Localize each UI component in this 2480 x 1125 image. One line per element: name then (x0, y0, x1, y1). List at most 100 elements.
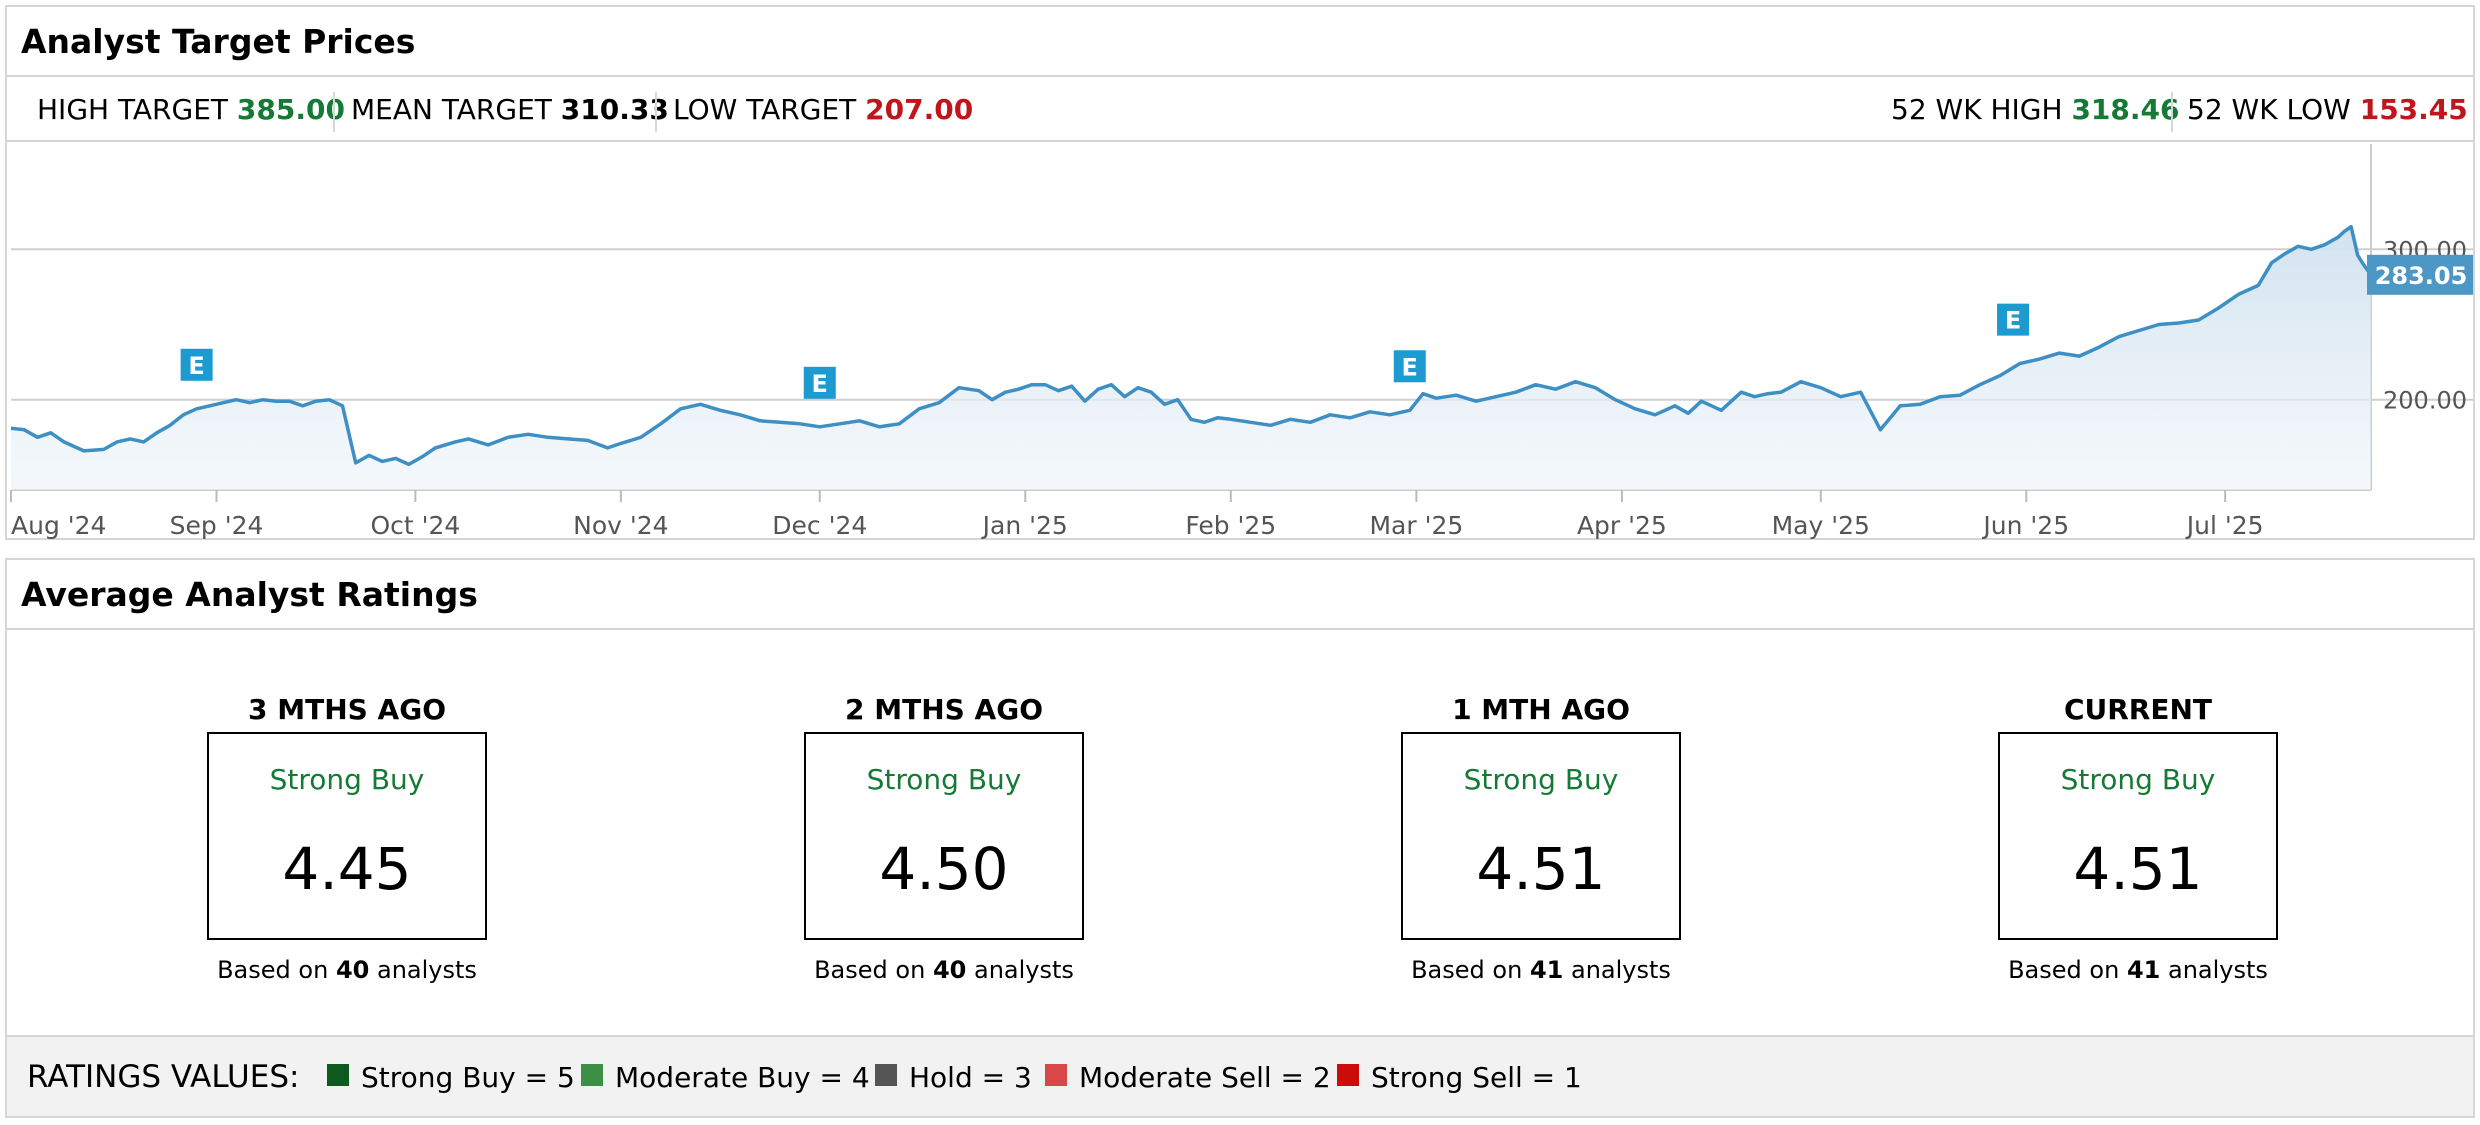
analyst-count-suffix: analysts (376, 956, 477, 984)
legend-item-hold: Hold = 3 (875, 1037, 1032, 1118)
mean-target-label: MEAN TARGET (351, 93, 552, 126)
price-chart[interactable]: E E E E Aug '24 Sep '24 Oct '24 Nov '24 Dec '24… (7, 144, 2473, 540)
low-target-label: LOW TARGET (673, 93, 857, 126)
rating-label: Strong Buy (269, 763, 425, 796)
analyst-count-note: Based on 41 analysts (1998, 952, 2278, 988)
legend-item-strong-sell: Strong Sell = 1 (1337, 1037, 1582, 1118)
rating-period-heading: 2 MTHS AGO (845, 693, 1043, 726)
analyst-count-prefix: Based on (217, 956, 329, 984)
low-target-value: 207.00 (865, 93, 974, 126)
wk52-low-value: 153.45 (2359, 93, 2468, 126)
price-area (11, 226, 2371, 490)
rating-score: 4.45 (282, 835, 412, 903)
panel-title: Analyst Target Prices (7, 7, 2473, 77)
legend-item-strong-buy: Strong Buy = 5 (327, 1037, 575, 1118)
analyst-count: 40 (335, 956, 370, 984)
current-price-label: 283.05 (2375, 262, 2468, 290)
x-tick-label: May '25 (1772, 511, 1870, 540)
legend-label: Strong Sell = 1 (1371, 1061, 1582, 1094)
y-tick-label: 200.00 (2383, 387, 2467, 415)
earnings-marker-label: E (1402, 353, 1418, 381)
earnings-marker[interactable]: E (1997, 303, 2030, 336)
earnings-marker[interactable]: E (180, 348, 213, 381)
rating-label: Strong Buy (2060, 763, 2216, 796)
analyst-count-prefix: Based on (2008, 956, 2120, 984)
earnings-marker[interactable]: E (1393, 350, 1426, 383)
earnings-marker-box (180, 348, 213, 381)
legend-label: Moderate Sell = 2 (1079, 1061, 1331, 1094)
earnings-marker-label: E (188, 352, 204, 380)
x-tick-label: Jun '25 (1981, 511, 2069, 540)
rating-score: 4.51 (1476, 835, 1606, 903)
panel-title: Average Analyst Ratings (7, 560, 2473, 630)
analyst-count-prefix: Based on (1411, 956, 1523, 984)
wk52-high-label: 52 WK HIGH (1891, 93, 2063, 126)
earnings-marker-label: E (812, 370, 828, 398)
rating-period-heading: CURRENT (2063, 693, 2213, 726)
divider (2171, 92, 2173, 132)
x-tick-label: Apr '25 (1577, 511, 1667, 540)
legend-item-moderate-sell: Moderate Sell = 2 (1045, 1037, 1331, 1118)
rating-box: Strong Buy 4.45 (207, 732, 487, 940)
legend-swatch (1045, 1064, 1067, 1086)
x-tick-label: Sep '24 (170, 511, 264, 540)
legend-swatch (875, 1064, 897, 1086)
legend-title: RATINGS VALUES: (27, 1059, 300, 1095)
rating-column-current: CURRENT Strong Buy 4.51 Based on 41 anal… (1998, 690, 2278, 988)
analyst-count-prefix: Based on (814, 956, 926, 984)
analyst-count-suffix: analysts (1570, 956, 1671, 984)
analyst-count-suffix: analysts (973, 956, 1074, 984)
high-target-value: 385.00 (236, 93, 345, 126)
high-target-label: HIGH TARGET (37, 93, 228, 126)
earnings-marker[interactable]: E (803, 366, 836, 399)
analyst-count-note: Based on 40 analysts (207, 952, 487, 988)
x-tick-label: Mar '25 (1369, 511, 1463, 540)
rating-label: Strong Buy (866, 763, 1022, 796)
legend-swatch (581, 1064, 603, 1086)
wk52-low-label: 52 WK LOW (2187, 93, 2351, 126)
rating-column-2-months-ago: 2 MTHS AGO Strong Buy 4.50 Based on 40 a… (804, 690, 1084, 988)
x-tick-label: Nov '24 (573, 511, 668, 540)
rating-box: Strong Buy 4.51 (1401, 732, 1681, 940)
rating-box: Strong Buy 4.51 (1998, 732, 2278, 940)
analyst-count: 41 (1529, 956, 1564, 984)
divider (333, 92, 335, 132)
wk52-high-value: 318.46 (2071, 93, 2180, 126)
analyst-count: 40 (932, 956, 967, 984)
low-target-stat: LOW TARGET 207.00 (673, 78, 973, 142)
rating-box: Strong Buy 4.50 (804, 732, 1084, 940)
legend-item-moderate-buy: Moderate Buy = 4 (581, 1037, 870, 1118)
rating-column-3-months-ago: 3 MTHS AGO Strong Buy 4.45 Based on 40 a… (207, 690, 487, 988)
price-chart-svg[interactable]: E E E E Aug '24 Sep '24 Oct '24 Nov '24 Dec '24… (7, 144, 2473, 540)
legend-label: Strong Buy = 5 (361, 1061, 575, 1094)
wk52-high-stat: 52 WK HIGH 318.46 (1891, 78, 2180, 142)
x-tick-label: Aug '24 (11, 511, 106, 540)
legend-label: Hold = 3 (909, 1061, 1032, 1094)
analyst-count-note: Based on 41 analysts (1401, 952, 1681, 988)
legend-swatch (1337, 1064, 1359, 1086)
earnings-marker-box (803, 366, 836, 399)
price-line (10, 224, 2373, 467)
analyst-target-prices-panel: Analyst Target Prices HIGH TARGET 385.00… (5, 5, 2475, 540)
rating-label: Strong Buy (1463, 763, 1619, 796)
ratings-legend: RATINGS VALUES: Strong Buy = 5 Moderate … (7, 1035, 2473, 1116)
target-stats-bar: HIGH TARGET 385.00 MEAN TARGET 310.33 LO… (7, 78, 2473, 142)
x-tick-label: Jul '25 (2185, 511, 2264, 540)
legend-swatch (327, 1064, 349, 1086)
rating-score: 4.50 (879, 835, 1009, 903)
analyst-count-note: Based on 40 analysts (804, 952, 1084, 988)
earnings-marker-box (1393, 350, 1426, 383)
x-tick-label: Dec '24 (772, 511, 867, 540)
mean-target-value: 310.33 (560, 93, 669, 126)
average-analyst-ratings-panel: Average Analyst Ratings 3 MTHS AGO Stron… (5, 558, 2475, 1118)
analyst-count-suffix: analysts (2167, 956, 2268, 984)
legend-label: Moderate Buy = 4 (615, 1061, 870, 1094)
mean-target-stat: MEAN TARGET 310.33 (351, 78, 669, 142)
x-tick-label: Feb '25 (1185, 511, 1276, 540)
x-tick-label: Oct '24 (370, 511, 460, 540)
earnings-marker-label: E (2005, 307, 2021, 335)
rating-score: 4.51 (2073, 835, 2203, 903)
x-tick-label: Jan '25 (981, 511, 1068, 540)
wk52-low-stat: 52 WK LOW 153.45 (2187, 78, 2468, 142)
divider (655, 92, 657, 132)
